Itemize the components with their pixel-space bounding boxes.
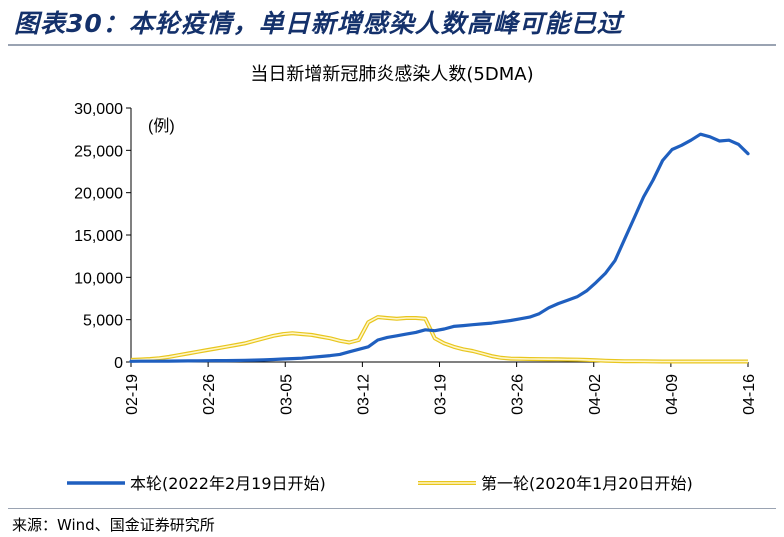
- x-tick-label: 04-02: [587, 374, 604, 415]
- figure-title: 图表30：本轮疫情，单日新增感染人数高峰可能已过: [14, 9, 623, 38]
- title-divider: [8, 44, 776, 46]
- line-chart: 当日新增新冠肺炎感染人数(5DMA) (例) 0 5,000 10,000 15,00…: [67, 64, 758, 493]
- legend: 本轮(2022年2月19日开始) 第一轮(2020年1月20日开始): [67, 474, 693, 493]
- legend-label-first-wave: 第一轮(2020年1月20日开始): [481, 474, 693, 493]
- y-tick-label: 5,000: [83, 313, 123, 330]
- series-line-first-wave-outline: [130, 315, 748, 364]
- legend-label-current-wave: 本轮(2022年2月19日开始): [130, 474, 326, 493]
- x-tick-label: 03-19: [433, 374, 450, 415]
- y-tick-label: 15,000: [74, 228, 123, 245]
- x-tick-label: 04-09: [664, 374, 681, 415]
- x-tick-label: 03-26: [510, 374, 527, 415]
- y-tick-label: 25,000: [74, 143, 123, 160]
- source-note: 来源：Wind、国金证券研究所: [12, 516, 215, 534]
- chart-title: 当日新增新冠肺炎感染人数(5DMA): [250, 64, 533, 85]
- series-line-current-wave: [129, 132, 750, 363]
- y-tick-label: 30,000: [74, 101, 123, 118]
- x-axis: 02-19 02-26 03-05 03-12 03-19 03-26 04-02 04-09…: [124, 361, 758, 415]
- y-tick-label: 10,000: [74, 270, 123, 287]
- series-lines: [129, 132, 750, 364]
- x-tick-label: 03-05: [278, 374, 295, 415]
- x-tick-label: 04-16: [741, 374, 758, 415]
- source-divider: [8, 508, 776, 509]
- x-tick-label: 02-19: [124, 374, 141, 415]
- series-line-first-wave: [130, 316, 748, 363]
- x-tick-label: 03-12: [355, 374, 372, 415]
- y-tick-label: 0: [114, 355, 123, 372]
- y-tick-label: 20,000: [74, 186, 123, 203]
- x-tick-label: 02-26: [201, 374, 218, 415]
- y-axis: 0 5,000 10,000 15,000 20,000 25,000 30,000: [74, 101, 132, 372]
- unit-label: (例): [148, 117, 175, 135]
